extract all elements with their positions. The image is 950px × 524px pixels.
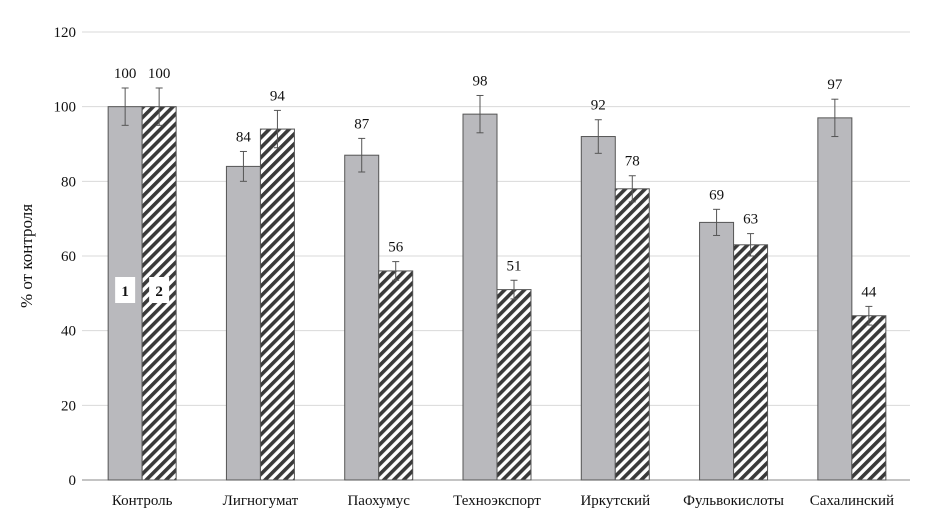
x-tick-label: Техноэкспорт [453,493,541,509]
x-axis: Контроль Лигногумат Паохумус Техноэкспорт Ир… [112,493,894,509]
data-label: 56 [388,240,404,256]
bar-series-1 [344,154,380,481]
data-label: 100 [114,66,137,82]
bar-series-2 [496,289,532,481]
legend-label-1: 1 [121,284,129,300]
bar-series-2 [378,270,414,481]
data-label: 94 [270,88,286,104]
data-label: 44 [861,284,877,300]
data-label: 87 [354,116,370,132]
x-tick-label: Иркутский [580,493,650,509]
bar-series-1 [699,221,735,481]
x-tick-label: Паохумус [347,493,410,509]
legend-label-2: 2 [155,284,163,300]
legend-box-2 [149,277,170,303]
data-label: 100 [148,66,171,82]
bar-series-1 [462,113,498,481]
bar-series-1 [225,165,261,481]
data-label: 92 [591,98,606,114]
bar-series-2 [851,315,887,481]
y-tick-label: 100 [54,100,77,116]
y-axis: 0 20 40 60 80 100 120 [54,25,77,489]
bar-series-2 [614,188,650,481]
y-tick-label: 20 [61,398,76,414]
data-label: 78 [625,154,640,170]
data-label: 69 [709,187,724,203]
y-tick-label: 60 [61,249,76,265]
data-label: 84 [236,129,252,145]
data-label: 98 [473,73,488,89]
x-tick-label: Лигногумат [223,493,299,509]
bar-series-1 [817,117,853,481]
bar-series-2 [259,128,295,481]
legend-box-1 [115,277,136,303]
data-label: 51 [507,258,522,274]
bars: 100 100 84 94 87 56 98 51 92 78 69 63 97 44 [107,66,887,481]
y-tick-label: 120 [54,25,77,41]
bar-series-1 [580,136,616,481]
data-label: 63 [743,212,758,228]
y-tick-label: 0 [69,473,77,489]
y-tick-label: 40 [61,324,76,340]
x-tick-label: Контроль [112,493,173,509]
data-label: 97 [827,77,843,93]
x-tick-label: Сахалинский [810,493,894,509]
y-tick-label: 80 [61,174,76,190]
bar-series-2 [733,244,769,481]
y-axis-label: % от контроля [17,204,36,308]
x-tick-label: Фульвокислоты [683,493,784,509]
